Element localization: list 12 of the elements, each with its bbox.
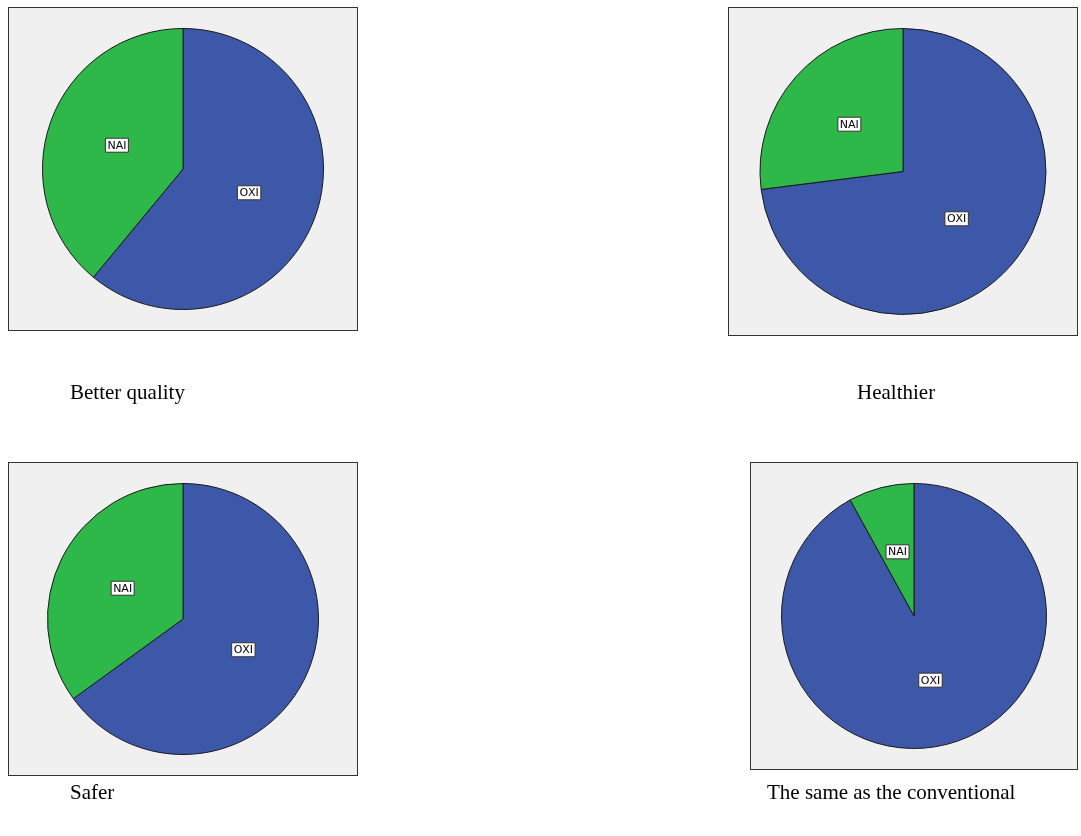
slice-label: ΝΑΙ xyxy=(107,138,127,152)
text: Safer xyxy=(70,780,115,805)
slice-label: ΝΑΙ xyxy=(113,581,133,595)
slice-label: ΟΧΙ xyxy=(946,212,967,226)
slice-label: ΝΑΙ xyxy=(888,545,908,559)
slice-label: ΟΧΙ xyxy=(239,186,259,200)
text: Healthier xyxy=(857,380,936,405)
text: The same as the conventional xyxy=(767,780,1016,805)
slice-label: ΝΑΙ xyxy=(839,117,859,131)
slice-label: ΟΧΙ xyxy=(920,673,941,687)
text: Better quality xyxy=(70,380,185,405)
slice-label: ΟΧΙ xyxy=(233,643,254,657)
